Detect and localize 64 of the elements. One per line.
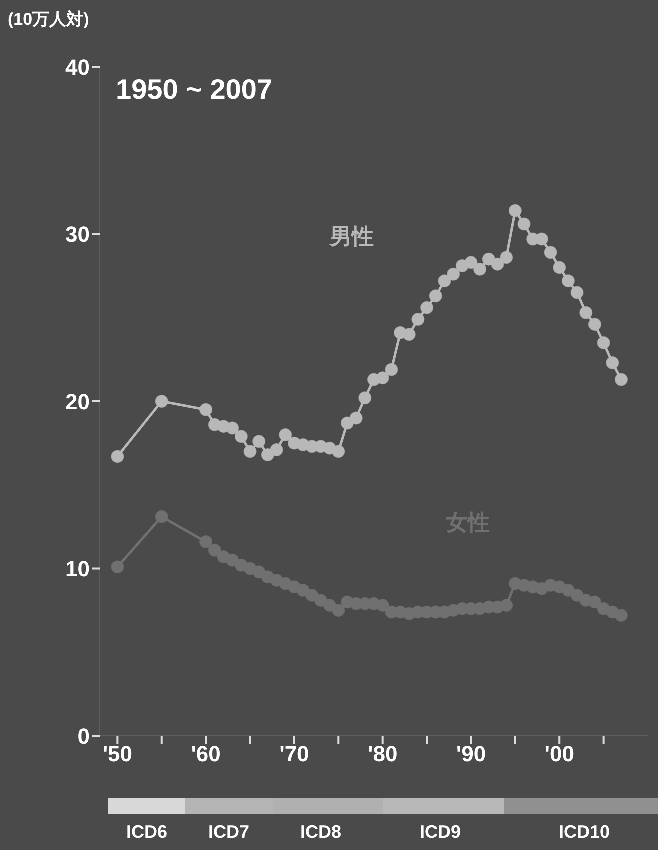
point	[358, 392, 372, 405]
point	[518, 218, 531, 231]
point	[279, 428, 292, 442]
x-tick-label: '90	[456, 742, 486, 767]
y-tick-label: 10	[66, 556, 90, 582]
text: 男性	[330, 224, 374, 252]
point	[570, 286, 584, 300]
point	[420, 301, 434, 314]
point	[332, 604, 346, 618]
point	[200, 403, 213, 416]
point	[350, 412, 363, 425]
y-tick-label: 0	[78, 724, 90, 749]
x-tick-label: '00	[544, 742, 574, 767]
point	[614, 373, 628, 386]
y-tick-label: 30	[66, 222, 90, 248]
y-tick-label: 40	[66, 54, 90, 80]
text: ICD6	[125, 822, 168, 843]
point	[588, 318, 602, 332]
text: ICD10	[558, 822, 612, 843]
chart-title: 1950 ~ 2007	[116, 74, 272, 106]
point	[580, 306, 593, 320]
point	[412, 313, 425, 326]
text: ICD9	[418, 822, 462, 843]
point	[226, 422, 240, 435]
x-tick-label: '80	[368, 742, 398, 767]
point	[234, 430, 248, 444]
point	[535, 232, 548, 246]
point	[270, 444, 284, 457]
point	[402, 328, 416, 342]
point	[606, 356, 620, 370]
y-tick-label: 20	[66, 389, 90, 414]
point	[562, 274, 575, 288]
point	[544, 246, 558, 260]
point	[597, 336, 610, 350]
x-tick-label: '50	[102, 742, 133, 767]
point	[447, 268, 460, 281]
text: ICD8	[299, 822, 342, 843]
x-tick-label: '60	[191, 742, 221, 767]
point	[111, 450, 124, 464]
point	[508, 204, 522, 218]
point	[244, 445, 257, 458]
point	[208, 544, 222, 557]
point	[200, 535, 213, 548]
point	[155, 395, 168, 408]
point	[252, 435, 266, 448]
point	[111, 560, 124, 574]
point	[429, 290, 442, 303]
x-tick-label: '70	[280, 742, 310, 767]
point	[588, 596, 602, 609]
point	[614, 609, 628, 622]
point	[491, 258, 504, 271]
point	[553, 261, 566, 274]
point	[500, 251, 514, 264]
point	[376, 372, 390, 385]
point	[500, 599, 514, 612]
point	[438, 274, 452, 288]
point	[464, 256, 478, 270]
point	[474, 262, 487, 276]
point	[385, 363, 398, 376]
point	[332, 445, 346, 458]
point	[155, 510, 168, 524]
text: ICD7	[207, 822, 250, 843]
y-axis-title: (10万人対)	[8, 9, 90, 31]
point	[376, 599, 390, 612]
